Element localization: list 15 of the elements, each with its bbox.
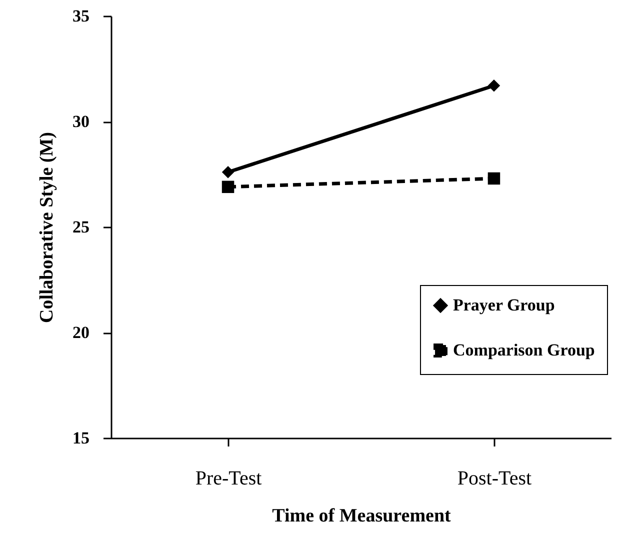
y-tick-label: 15 <box>72 428 90 448</box>
y-tick-label: 30 <box>72 112 90 131</box>
y-tick-label: 35 <box>72 6 90 26</box>
x-tick-label: Pre-Test <box>195 468 262 490</box>
x-tick-label: Post-Test <box>457 468 532 490</box>
legend-label: Prayer Group <box>453 296 555 314</box>
point <box>488 80 500 92</box>
point <box>222 166 234 178</box>
point <box>488 172 500 185</box>
point <box>222 180 234 194</box>
x-axis-title: Time of Measurement <box>272 506 452 526</box>
legend-label: Comparison Group <box>453 340 595 360</box>
y-tick-label: 20 <box>72 323 90 342</box>
y-axis-title: Collaborative Style (M) <box>36 132 58 324</box>
y-tick-label: 25 <box>72 218 90 236</box>
